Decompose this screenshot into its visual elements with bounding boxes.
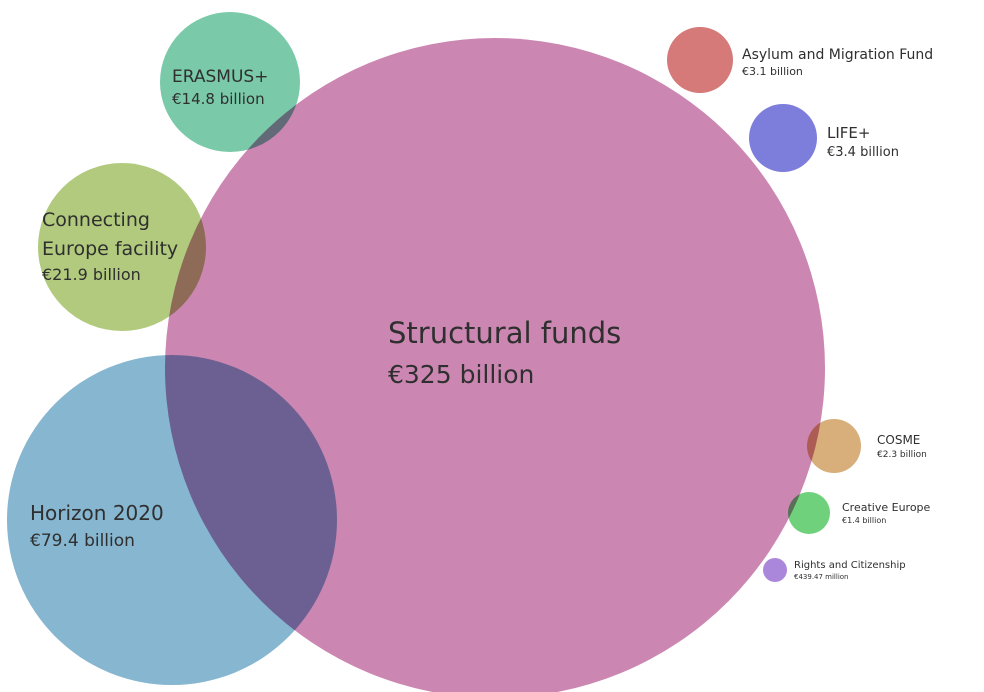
- bubble-label-life: LIFE+: [827, 124, 870, 142]
- bubble-label-asylum: Asylum and Migration Fund: [742, 47, 933, 63]
- bubble-life: [749, 104, 817, 172]
- bubble-value-rights: €439.47 million: [794, 573, 849, 581]
- bubble-value-creative: €1.4 billion: [842, 516, 886, 525]
- bubble-value-asylum: €3.1 billion: [742, 65, 803, 78]
- bubble-cosme: [807, 419, 861, 473]
- labels-layer: Structural funds €325 billion Horizon 2020…: [30, 47, 933, 581]
- bubble-label-rights: Rights and Citizenship: [794, 560, 906, 571]
- bubble-label-horizon: Horizon 2020: [30, 501, 164, 525]
- bubble-label-structural: Structural funds: [388, 316, 621, 350]
- bubble-label-cef-line-1: Connecting: [42, 209, 150, 231]
- bubble-label-cosme: COSME: [877, 433, 920, 447]
- bubble-cef: [38, 163, 206, 331]
- bubble-creative: [788, 492, 830, 534]
- bubble-label-creative: Creative Europe: [842, 501, 931, 514]
- bubble-erasmus: [160, 12, 300, 152]
- bubble-rights: [763, 558, 787, 582]
- bubble-asylum: [667, 27, 733, 93]
- bubble-value-cosme: €2.3 billion: [877, 450, 927, 460]
- bubble-label-erasmus: ERASMUS+: [172, 67, 268, 87]
- bubble-value-horizon: €79.4 billion: [30, 531, 135, 551]
- bubble-value-erasmus: €14.8 billion: [172, 90, 265, 108]
- bubbles-layer: [7, 12, 861, 692]
- bubble-value-structural: €325 billion: [388, 360, 534, 389]
- bubble-horizon: [7, 355, 337, 685]
- bubble-value-life: €3.4 billion: [827, 145, 899, 160]
- bubble-label-cef-line-2: Europe facility: [42, 238, 178, 260]
- bubble-value-cef: €21.9 billion: [42, 265, 141, 284]
